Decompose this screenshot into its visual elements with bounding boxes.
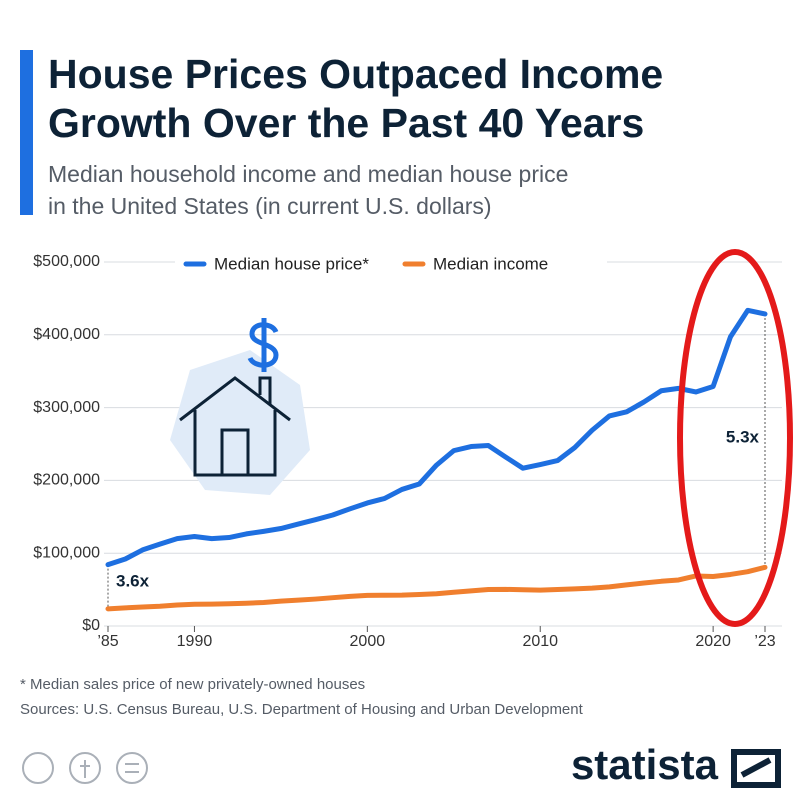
- x-tick-label: 1990: [177, 633, 213, 650]
- icon-dollar: [247, 318, 279, 372]
- x-tick-label: 2000: [350, 633, 386, 650]
- icon-house: [179, 376, 291, 477]
- grid: $0 $100,000 $200,000 $300,000 $400,000 $500,0…: [33, 253, 782, 650]
- x-tick-label: 2010: [522, 633, 558, 650]
- icon-by: [69, 752, 101, 784]
- icon-cc: [22, 752, 54, 784]
- source: Sources: U.S. Census Bureau, U.S. Depart…: [20, 701, 584, 718]
- legend: Median house price* Median income: [175, 249, 607, 279]
- chart-subtitle: Median household income and median house…: [48, 161, 568, 187]
- x-tick-label: ’85: [97, 633, 118, 650]
- y-tick-label: $0: [82, 617, 100, 634]
- icon-nd-lines: [125, 763, 139, 773]
- annotation: 5.3x: [726, 427, 760, 446]
- legend-label: Median income: [433, 254, 548, 273]
- series-line: [105, 564, 768, 612]
- title-accent: [20, 50, 33, 215]
- logo-text: statista: [571, 741, 719, 788]
- footnote: * Median sales price of new privately-ow…: [20, 676, 365, 693]
- logo-mark: [731, 749, 781, 788]
- legend-box: [175, 249, 607, 279]
- icon-nd: [116, 752, 148, 784]
- y-tick-label: $300,000: [33, 399, 100, 416]
- legend-label: Median house price*: [214, 254, 369, 273]
- plot: 3.6x 5.3x: [105, 307, 768, 612]
- chart-title: Growth Over the Past 40 Years: [48, 100, 644, 146]
- chart-title: House Prices Outpaced Income: [48, 51, 663, 97]
- icon-blob: [170, 350, 310, 495]
- x-tick-label: ’23: [754, 633, 775, 650]
- highlight-ellipse: [677, 249, 793, 627]
- icon-by-figure: [80, 760, 90, 778]
- y-tick-label: $500,000: [33, 253, 100, 270]
- chart-subtitle: in the United States (in current U.S. do…: [48, 193, 492, 219]
- y-tick-label: $400,000: [33, 326, 100, 343]
- license-icons: [22, 752, 148, 784]
- y-tick-label: $100,000: [33, 544, 100, 561]
- y-tick-label: $200,000: [33, 472, 100, 489]
- x-tick-label: 2020: [695, 633, 731, 650]
- house-icon: [170, 318, 310, 495]
- annotation: 3.6x: [116, 571, 150, 590]
- series-line: [105, 307, 768, 568]
